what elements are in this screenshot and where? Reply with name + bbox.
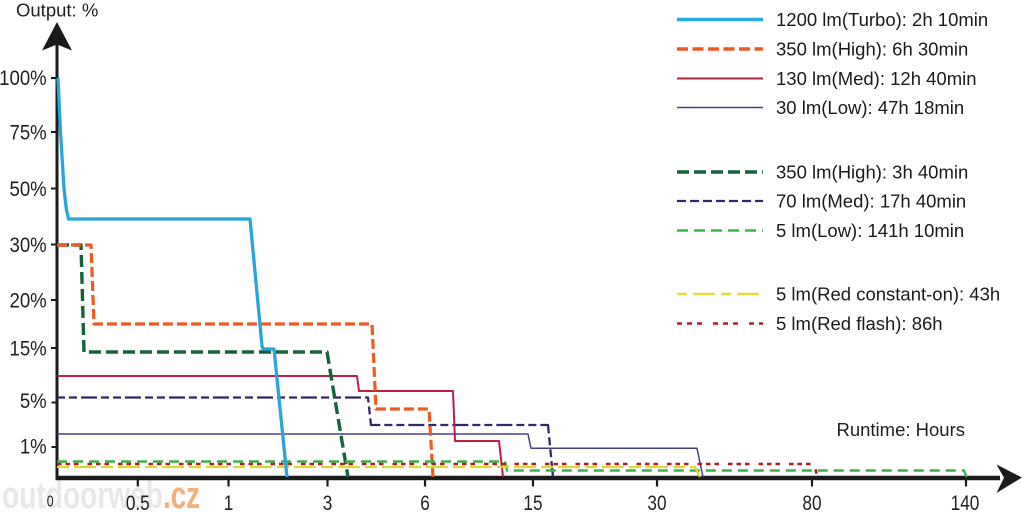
svg-text:3: 3 (323, 491, 333, 512)
svg-text:5%: 5% (20, 390, 47, 414)
svg-text:5 lm(Low): 141h 10min: 5 lm(Low): 141h 10min (776, 220, 964, 241)
svg-text:.cz: .cz (163, 475, 200, 512)
svg-text:140: 140 (951, 491, 980, 512)
svg-text:5 lm(Red constant-on): 43h: 5 lm(Red constant-on): 43h (776, 284, 1000, 305)
svg-text:1%: 1% (20, 435, 47, 459)
svg-text:15: 15 (523, 491, 542, 512)
svg-text:100%: 100% (0, 67, 47, 91)
svg-text:350 lm(High): 6h 30min: 350 lm(High): 6h 30min (776, 39, 968, 60)
svg-text:0.5: 0.5 (126, 491, 150, 512)
svg-text:15%: 15% (9, 337, 46, 361)
svg-text:30%: 30% (9, 234, 46, 258)
svg-text:130 lm(Med): 12h 40min: 130 lm(Med): 12h 40min (776, 68, 977, 89)
svg-text:1: 1 (224, 491, 234, 512)
svg-text:Output: %: Output: % (16, 0, 98, 21)
svg-text:30 lm(Low): 47h 18min: 30 lm(Low): 47h 18min (776, 97, 964, 118)
svg-text:6: 6 (420, 491, 430, 512)
svg-text:20%: 20% (9, 289, 46, 313)
svg-text:80: 80 (802, 491, 821, 512)
svg-text:50%: 50% (9, 178, 46, 202)
svg-text:5 lm(Red flash): 86h: 5 lm(Red flash): 86h (776, 313, 943, 334)
svg-text:350 lm(High): 3h 40min: 350 lm(High): 3h 40min (776, 162, 968, 183)
svg-text:70 lm(Med): 17h 40min: 70 lm(Med): 17h 40min (776, 191, 966, 212)
svg-text:Runtime: Hours: Runtime: Hours (836, 419, 965, 440)
svg-text:30: 30 (647, 491, 666, 512)
svg-text:1200 lm(Turbo): 2h 10min: 1200 lm(Turbo): 2h 10min (776, 9, 988, 30)
svg-text:75%: 75% (9, 121, 46, 145)
svg-text:0: 0 (47, 492, 54, 510)
svg-text:outdoorweb: outdoorweb (2, 475, 163, 512)
